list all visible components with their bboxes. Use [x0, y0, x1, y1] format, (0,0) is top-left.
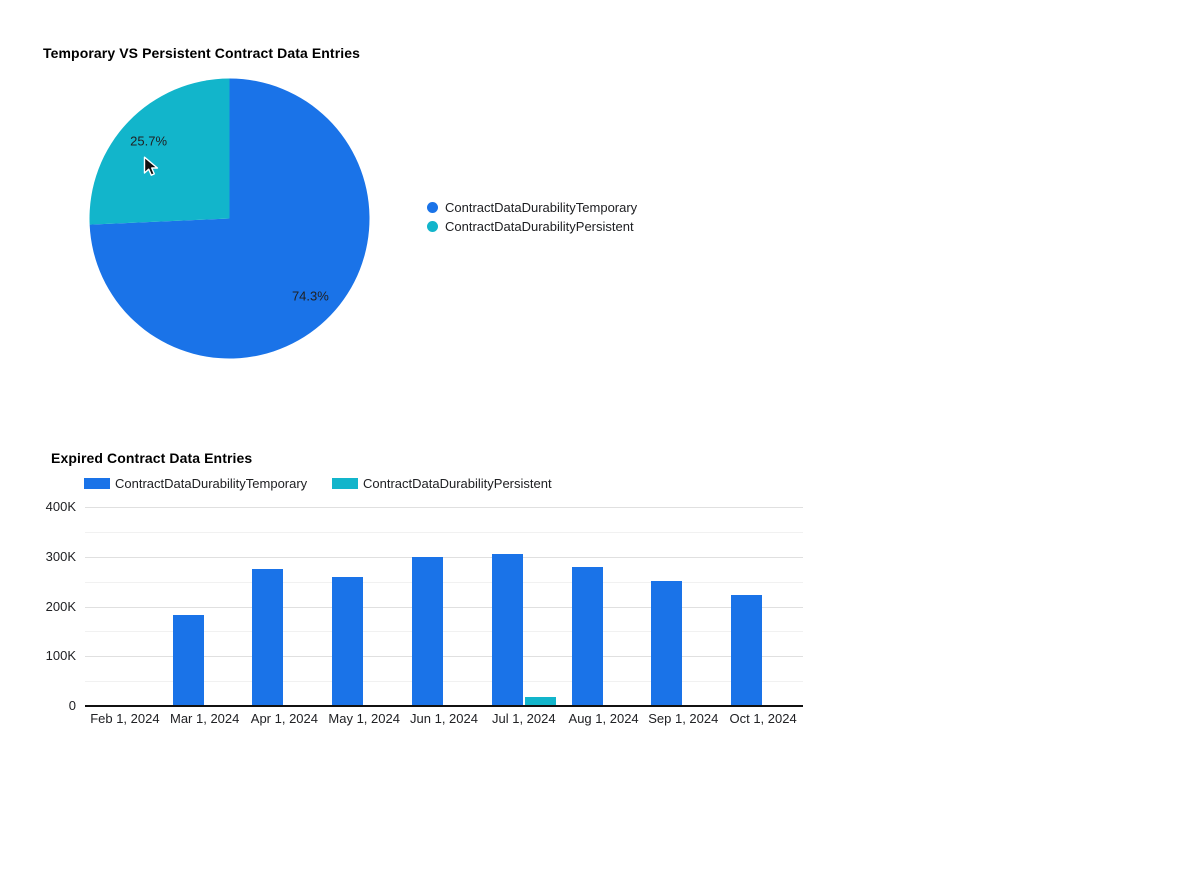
x-axis-label: Jun 1, 2024 [410, 711, 478, 726]
pie-slice-value-label: 25.7% [130, 133, 168, 149]
gridline-minor [85, 531, 803, 533]
gridline-minor [85, 581, 803, 583]
gridline-minor [85, 631, 803, 633]
legend-color-dot [427, 202, 438, 213]
bar-legend-item-contractdatadurabilitytemporary[interactable]: ContractDataDurabilityTemporary [84, 476, 308, 491]
bar-contractdatadurabilitytemporary-jun-1-2024[interactable] [412, 557, 443, 706]
pie-legend-item-contractdatadurabilitypersistent[interactable]: ContractDataDurabilityPersistent [427, 219, 637, 234]
x-axis-label: Aug 1, 2024 [568, 711, 639, 726]
legend-color-swatch [332, 478, 358, 489]
y-axis-tick-label: 300K [45, 548, 76, 564]
gridline-major [85, 606, 803, 608]
legend-color-dot [427, 221, 438, 232]
bar-contractdatadurabilitytemporary-aug-1-2024[interactable] [571, 567, 603, 706]
pie-legend-item-contractdatadurabilitytemporary[interactable]: ContractDataDurabilityTemporary [427, 200, 638, 215]
pie-legend: ContractDataDurabilityTemporary ContractD… [427, 200, 638, 239]
y-axis-tick-label: 400K [45, 499, 76, 514]
pie-slice-contractdatadurabilitytemporary[interactable] [89, 78, 370, 359]
legend-label: ContractDataDurabilityPersistent [445, 219, 634, 234]
gridline-major [85, 656, 803, 658]
x-axis-label: Apr 1, 2024 [250, 711, 318, 726]
y-axis-tick-label: 200K [45, 598, 76, 614]
x-axis-label: May 1, 2024 [328, 711, 400, 726]
legend-label: ContractDataDurabilityPersistent [363, 476, 552, 491]
gridline-major [85, 556, 803, 558]
bar-chart-title: Expired Contract Data Entries [51, 450, 253, 466]
pie-chart-title: Temporary VS Persistent Contract Data En… [43, 45, 361, 61]
x-axis-label: Sep 1, 2024 [648, 711, 719, 726]
pie-slice-value-label: 74.3% [291, 288, 329, 304]
bar-contractdatadurabilitytemporary-may-1-2024[interactable] [332, 576, 364, 706]
bar-contractdatadurabilitytemporary-oct-1-2024[interactable] [731, 595, 763, 706]
x-axis-label: Mar 1, 2024 [170, 711, 240, 726]
y-axis-tick-label: 0 [68, 698, 76, 713]
legend-label: ContractDataDurabilityTemporary [115, 476, 308, 491]
bar-contractdatadurabilitytemporary-mar-1-2024[interactable] [172, 614, 204, 706]
x-axis-label: Jul 1, 2024 [491, 711, 556, 726]
gridline-minor [85, 681, 803, 683]
x-axis-label: Feb 1, 2024 [90, 711, 160, 726]
bar-contractdatadurabilitypersistent-jul-1-2024[interactable] [524, 696, 556, 706]
legend-color-swatch [84, 478, 110, 489]
pie-plot [89, 78, 370, 359]
bar-contractdatadurabilitytemporary-sep-1-2024[interactable] [651, 580, 683, 706]
bar-contractdatadurabilitytemporary-jul-1-2024[interactable] [491, 553, 523, 706]
pie-slice-contractdatadurabilitypersistent[interactable] [89, 78, 230, 225]
x-axis-line [85, 705, 803, 707]
bar-legend-item-contractdatadurabilitypersistent[interactable]: ContractDataDurabilityPersistent [332, 476, 552, 491]
legend-label: ContractDataDurabilityTemporary [445, 200, 638, 215]
y-axis-tick-label: 100K [45, 648, 76, 664]
x-axis-label: Oct 1, 2024 [729, 711, 797, 726]
gridline-major [85, 507, 803, 508]
bar-contractdatadurabilitytemporary-apr-1-2024[interactable] [252, 569, 284, 706]
